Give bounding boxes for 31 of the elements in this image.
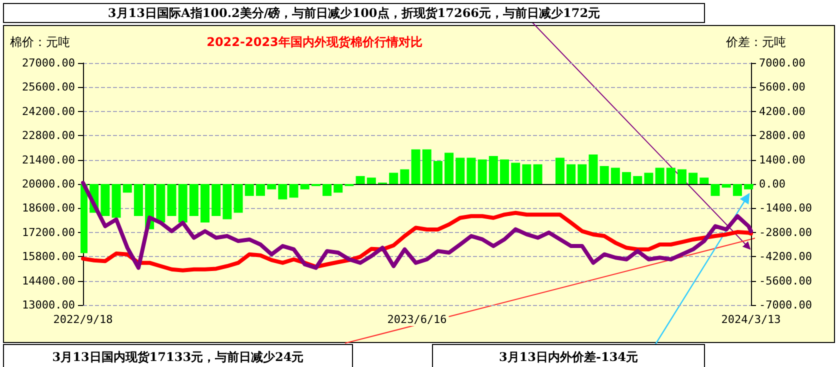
y2-tick-label: 0.00: [759, 178, 786, 190]
y2-tick-label: -1400.00: [759, 202, 812, 215]
y2-tick-label: 2800.00: [759, 129, 806, 142]
y-tick-label: 24200.00: [22, 104, 75, 118]
y-tick-label: 18600.00: [22, 202, 75, 215]
x-tick-label: 2022/9/18: [53, 313, 113, 326]
y2-tick-label: 7000.00: [759, 56, 806, 70]
y-tick-label: 25600.00: [22, 80, 75, 94]
y2-tick-label: -4200.00: [759, 250, 812, 264]
y-tick-label: 21400.00: [22, 153, 75, 166]
y2-tick-label: -5600.00: [759, 274, 812, 288]
x-tick-label: 2023/6/16: [387, 313, 447, 326]
y2-axis-title: 价差：元吨: [726, 34, 786, 51]
text: 3月13日国际A指100.2美分/磅，与前日减少100点，折现货17266元，与前日减少172元: [3, 3, 705, 23]
y2-tick-label: 5600.00: [759, 80, 806, 94]
y-tick-label: 13000.00: [22, 298, 75, 312]
text: 3月13日国内现货17133元，与前日减少24元: [3, 344, 353, 367]
y-tick-label: 20000.00: [22, 178, 75, 190]
y2-tick-label: -7000.00: [759, 298, 812, 312]
chart-title: 2022-2023年国内外现货棉价行情对比: [206, 35, 422, 49]
y-tick-label: 15800.00: [22, 250, 75, 264]
x-tick-label: 2024/3/13: [721, 313, 781, 326]
y-tick-label: 14400.00: [22, 274, 75, 288]
y-axis-title: 棉价：元吨: [10, 34, 70, 51]
y-tick-label: 17200.00: [22, 226, 75, 239]
y-tick-label: 27000.00: [22, 56, 75, 70]
y2-tick-label: 4200.00: [759, 104, 806, 118]
y2-tick-label: 1400.00: [759, 153, 806, 166]
text: 3月13日内外价差-134元: [432, 344, 705, 367]
y-tick-label: 22800.00: [22, 129, 75, 142]
y2-tick-label: -2800.00: [759, 226, 812, 239]
